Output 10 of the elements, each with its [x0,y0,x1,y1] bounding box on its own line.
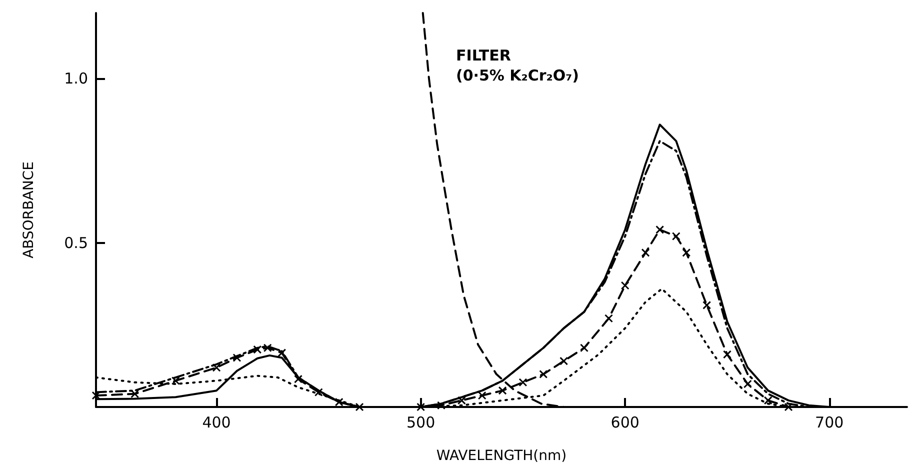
annotation: FILTER [456,46,512,64]
x-tick-label: 700 [815,414,844,432]
y-tick-label: 0.5 [64,234,88,252]
x-axis-title: WAVELENGTH(nm) [436,448,567,464]
x-tick-label: 600 [610,414,640,432]
x-tick-label: 400 [202,414,231,432]
x-tick-label: 500 [406,414,436,432]
y-tick-label: 1.0 [64,70,88,88]
y-axis-title: ABSORBANCE [21,162,37,258]
annotation: (0·5% K₂Cr₂O₇) [456,66,580,84]
